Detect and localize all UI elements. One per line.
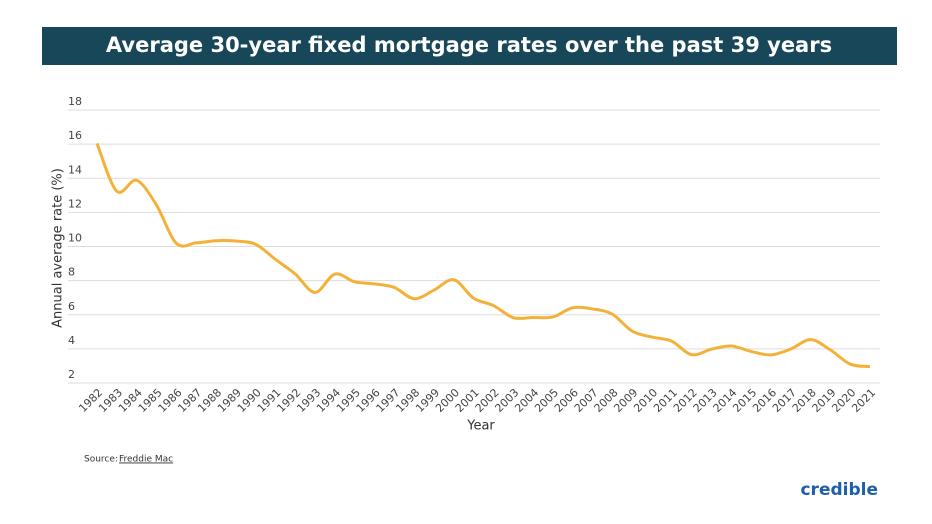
chart-title: Average 30-year fixed mortgage rates ove… [106,33,832,57]
x-tick-label: 2021 [849,386,878,415]
logo: credible [800,480,878,500]
y-axis-label: Annual average rate (%) [51,168,66,328]
y-tick-label: 2 [68,368,75,381]
line [95,142,871,369]
y-tick-label: 10 [68,232,82,245]
y-tick-label: 6 [68,300,75,313]
title-band [42,27,897,65]
x-axis-label: Year [466,419,495,434]
y-tick-label: 12 [68,197,82,210]
y-tick-label: 8 [68,266,75,279]
source-prefix: Source: [84,455,118,465]
y-tick-label: 14 [68,163,82,176]
y-tick-label: 16 [68,129,82,142]
source[interactable]: Freddie Mac [119,455,173,465]
y-tick-label: 4 [68,334,75,347]
y-tick-label: 18 [68,95,82,108]
